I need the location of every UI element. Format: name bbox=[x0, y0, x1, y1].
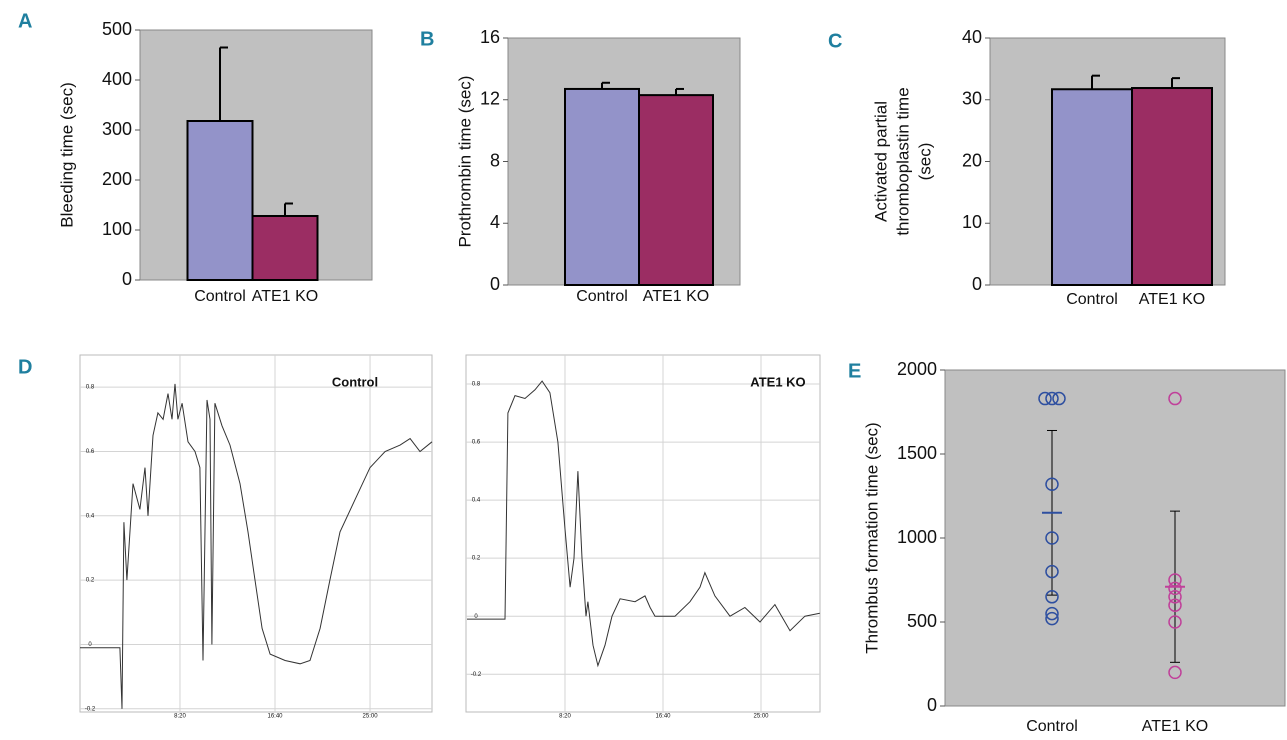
x-tick-label: 8:20 bbox=[174, 714, 186, 720]
x-tick-label: Control bbox=[1066, 291, 1118, 308]
x-tick-label: Control bbox=[1026, 718, 1078, 735]
y-axis-label: Activated partial bbox=[871, 101, 890, 222]
y-tick-label: 12 bbox=[480, 89, 500, 109]
x-tick-label: ATE1 KO bbox=[1139, 291, 1205, 308]
panel-label: E bbox=[848, 360, 861, 382]
y-tick-label: 0 bbox=[122, 269, 132, 289]
x-tick-label: 16:40 bbox=[267, 714, 283, 720]
y-tick-label: 1000 bbox=[897, 527, 937, 547]
y-tick-label: 0 bbox=[972, 274, 982, 294]
y-axis-label: thromboplastin time bbox=[893, 87, 912, 235]
panel-label: A bbox=[18, 10, 32, 32]
bar bbox=[1052, 89, 1132, 285]
y-tick-label: 0.8 bbox=[86, 385, 95, 391]
bar bbox=[565, 89, 639, 285]
y-tick-label: 0.6 bbox=[86, 449, 95, 455]
plot-area bbox=[466, 355, 820, 712]
bar bbox=[188, 121, 253, 280]
trace-title: Control bbox=[332, 374, 378, 389]
y-tick-label: 100 bbox=[102, 219, 132, 239]
y-tick-label: 30 bbox=[962, 89, 982, 109]
panel-label: B bbox=[420, 28, 434, 50]
y-tick-label: 4 bbox=[490, 212, 500, 232]
panel-label: D bbox=[18, 356, 32, 378]
y-tick-label: 2000 bbox=[897, 359, 937, 379]
y-axis-label: Thrombus formation time (sec) bbox=[862, 422, 881, 653]
x-tick-label: ATE1 KO bbox=[252, 288, 318, 305]
y-tick-label: 8 bbox=[490, 150, 500, 170]
y-tick-label: -0.2 bbox=[471, 672, 482, 678]
y-tick-label: 0.4 bbox=[86, 513, 95, 519]
page: ABleeding time (sec)0100200300400500Cont… bbox=[0, 0, 1287, 740]
y-tick-label: 0.4 bbox=[472, 498, 481, 504]
y-tick-label: 20 bbox=[962, 150, 982, 170]
y-tick-label: 0.8 bbox=[472, 382, 481, 388]
x-tick-label: 25:00 bbox=[753, 714, 769, 720]
x-tick-label: ATE1 KO bbox=[1142, 718, 1208, 735]
x-tick-label: Control bbox=[194, 288, 246, 305]
y-tick-label: 400 bbox=[102, 69, 132, 89]
y-tick-label: 0.6 bbox=[472, 440, 481, 446]
y-axis-label: (sec) bbox=[915, 143, 934, 181]
y-tick-label: 0 bbox=[927, 695, 937, 715]
panel-label: C bbox=[828, 30, 842, 52]
x-tick-label: 16:40 bbox=[655, 714, 671, 720]
bar bbox=[1132, 88, 1212, 285]
bar bbox=[253, 216, 318, 280]
y-axis-label: Bleeding time (sec) bbox=[57, 82, 76, 228]
y-tick-label: 16 bbox=[480, 27, 500, 47]
y-tick-label: 200 bbox=[102, 169, 132, 189]
figure: ABleeding time (sec)0100200300400500Cont… bbox=[0, 0, 1287, 740]
y-tick-label: 10 bbox=[962, 212, 982, 232]
bar bbox=[639, 95, 713, 285]
y-tick-label: -0.2 bbox=[85, 706, 96, 712]
y-tick-label: 0.2 bbox=[86, 578, 95, 584]
x-tick-label: 8:20 bbox=[559, 714, 571, 720]
y-tick-label: 0.2 bbox=[472, 556, 481, 562]
y-tick-label: 300 bbox=[102, 119, 132, 139]
x-tick-label: ATE1 KO bbox=[643, 288, 709, 305]
y-tick-label: 500 bbox=[102, 19, 132, 39]
x-tick-label: 25:00 bbox=[363, 714, 379, 720]
y-tick-label: 500 bbox=[907, 611, 937, 631]
trace-title: ATE1 KO bbox=[750, 374, 805, 389]
plot-area bbox=[80, 355, 432, 712]
y-tick-label: 40 bbox=[962, 27, 982, 47]
y-axis-label: Prothrombin time (sec) bbox=[455, 76, 474, 248]
y-tick-label: 0 bbox=[490, 274, 500, 294]
plot-background bbox=[945, 370, 1285, 706]
y-tick-label: 1500 bbox=[897, 443, 937, 463]
x-tick-label: Control bbox=[576, 288, 628, 305]
